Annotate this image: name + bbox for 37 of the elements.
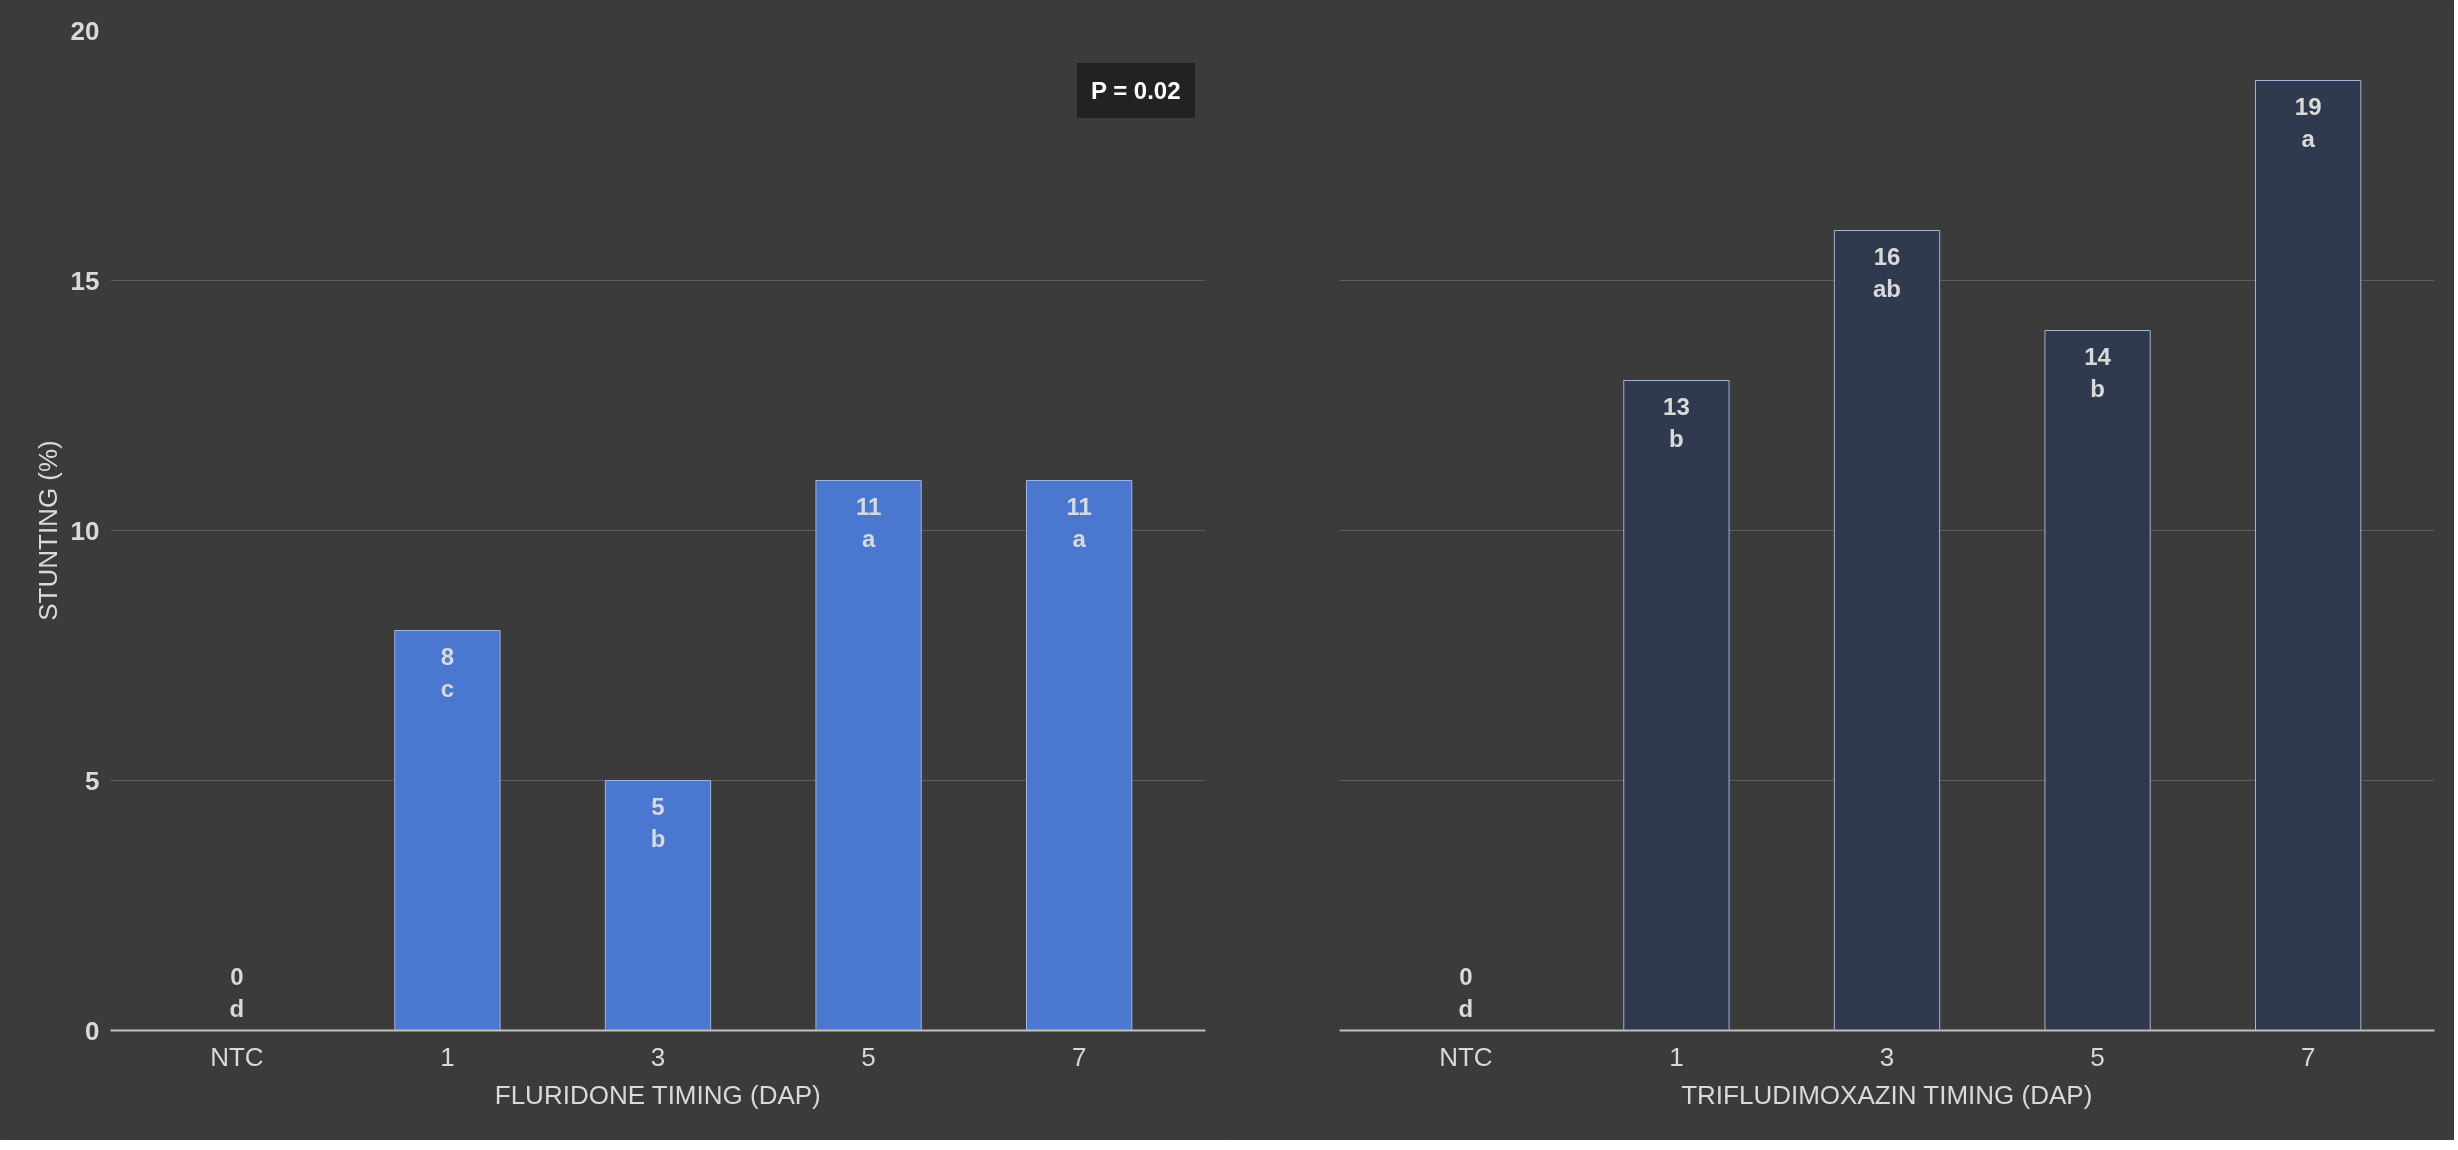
x-axis-title: FLURIDONE TIMING (DAP) (494, 1079, 821, 1110)
x-axis-title: TRIFLUDIMOXAZIN TIMING (DAP) (1681, 1079, 2093, 1110)
x-tick-label: 7 (2300, 1041, 2316, 1072)
data-label: 13 b (1663, 392, 1690, 452)
data-label: 19 a (2294, 92, 2322, 152)
bar (2255, 80, 2362, 1031)
annotation: P = 0.02 (1090, 77, 1181, 104)
bar (1833, 230, 1941, 1031)
bar (1623, 380, 1730, 1031)
data-label: 5 b (650, 792, 666, 852)
data-label: 0 d (1458, 963, 1474, 1023)
x-tick-label: NTC (1439, 1041, 1493, 1072)
y-axis-title: STUNTING (%) (32, 440, 63, 621)
data-label: 11 a (1066, 492, 1092, 552)
x-tick-label: 5 (861, 1041, 876, 1072)
bar (604, 780, 712, 1031)
data-label: 16 ab (1873, 242, 1902, 302)
x-tick-label: 1 (440, 1041, 455, 1072)
y-tick-label: 20 (70, 15, 100, 46)
x-tick-label: 5 (2090, 1041, 2105, 1072)
data-label: 11 a (855, 492, 882, 552)
bar (2044, 330, 2151, 1031)
x-tick-label: 3 (1879, 1041, 1895, 1072)
x-tick-label: 1 (1669, 1041, 1684, 1072)
y-tick-label: 5 (85, 765, 100, 796)
data-label: 8 c (440, 642, 455, 702)
bar (815, 480, 922, 1031)
bar (1026, 480, 1133, 1031)
data-label: 14 b (2084, 342, 2112, 402)
y-tick-label: 15 (70, 265, 100, 296)
bar (394, 630, 501, 1031)
y-tick-label: 10 (70, 515, 100, 546)
data-label: 0 d (229, 963, 245, 1023)
y-tick-label: 0 (85, 1015, 100, 1046)
x-tick-label: 3 (650, 1041, 666, 1072)
x-tick-label: NTC (210, 1041, 264, 1072)
x-tick-label: 7 (1071, 1041, 1087, 1072)
